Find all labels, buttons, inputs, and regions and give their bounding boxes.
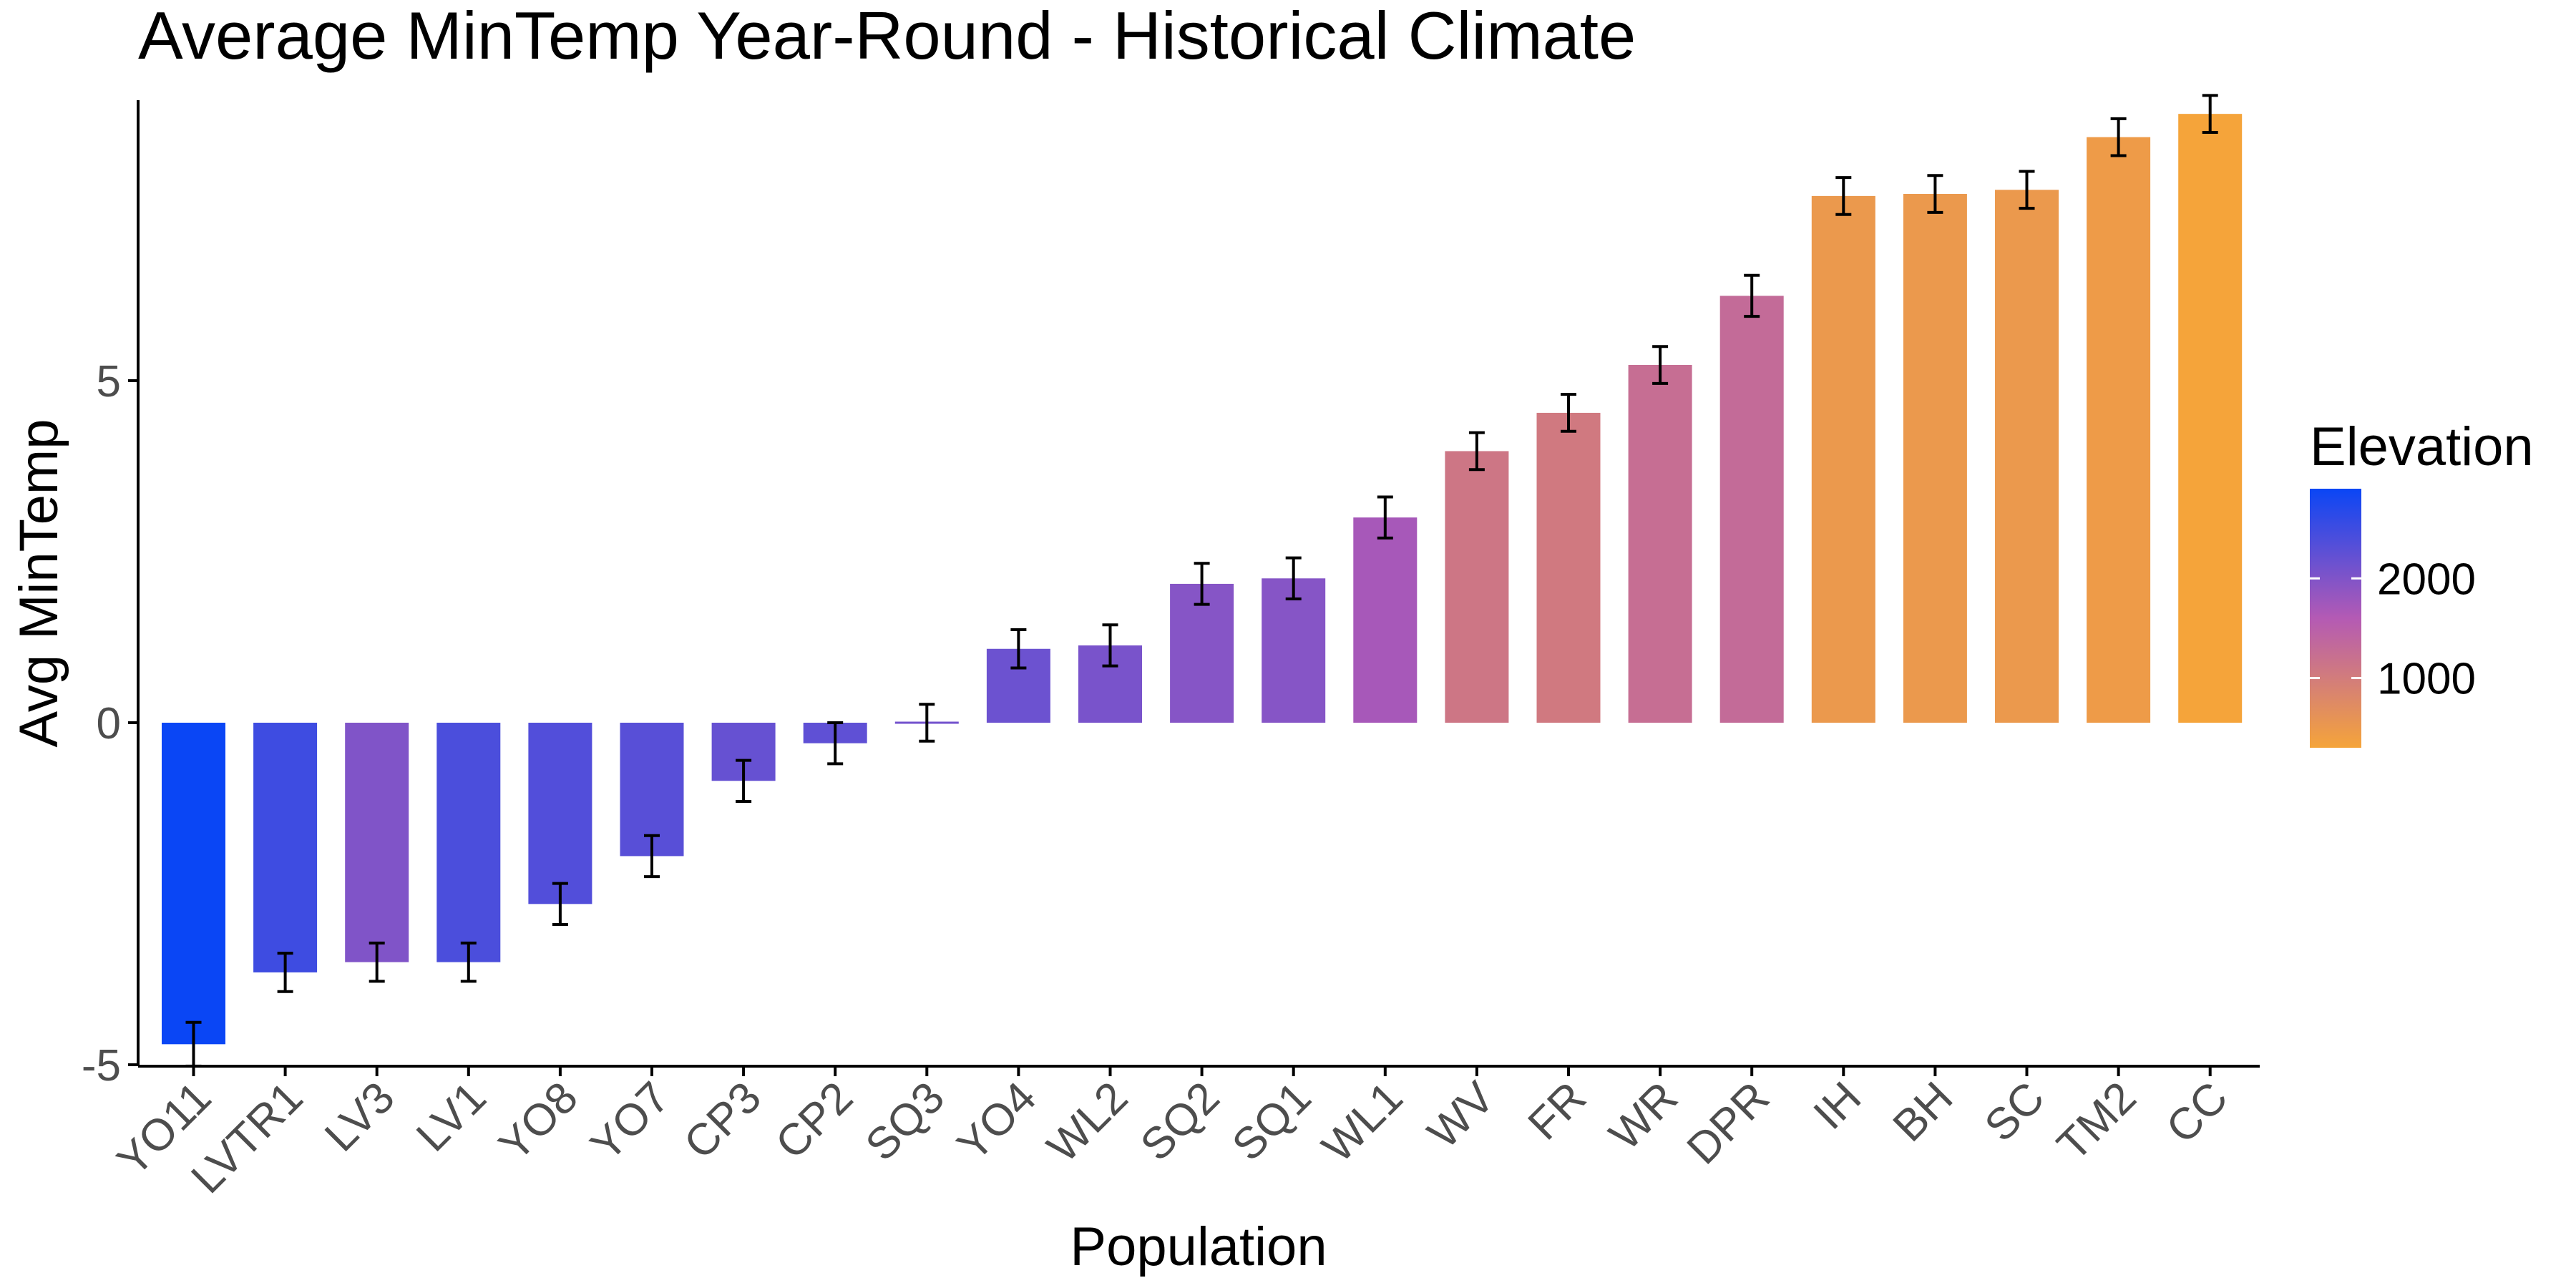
x-tick-label: WL1 (1313, 1073, 1413, 1172)
error-bar (1652, 345, 1669, 385)
legend-title: Elevation (2310, 416, 2534, 477)
bar (528, 723, 592, 904)
bar (1995, 190, 2059, 723)
x-tick-label: DPR (1678, 1073, 1779, 1174)
x-tick-label: LV1 (407, 1073, 496, 1161)
error-bars (185, 94, 2218, 1068)
x-tick-label: LV3 (316, 1073, 404, 1161)
bar (2178, 114, 2243, 723)
error-bar (1102, 623, 1118, 668)
x-tick-label: WV (1418, 1073, 1504, 1158)
error-bar (1561, 393, 1576, 433)
error-bar (1285, 556, 1302, 600)
x-tick-label: TM2 (2048, 1073, 2145, 1170)
bar (436, 723, 501, 962)
x-tick-label: YO8 (489, 1073, 587, 1171)
error-bar (460, 941, 477, 983)
bar (620, 723, 684, 857)
y-tick-label: 5 (97, 357, 121, 406)
x-tick-label: SQ3 (857, 1073, 955, 1171)
legend: Elevation 2000 1000 (2310, 416, 2534, 748)
error-bar (2019, 170, 2035, 210)
x-tick-label: IH (1805, 1073, 1871, 1139)
colorbar-tick-label: 2000 (2377, 555, 2476, 604)
error-bar (2110, 117, 2127, 157)
bar (2087, 137, 2151, 723)
colorbar-tick-label: 1000 (2377, 655, 2476, 704)
error-bar (1377, 495, 1393, 540)
bar (1811, 195, 1875, 723)
x-tick-label: SC (1976, 1073, 2054, 1151)
bar (1445, 451, 1509, 723)
error-bar (1468, 431, 1485, 472)
error-bar (919, 703, 935, 743)
bar (162, 723, 225, 1045)
bar (1262, 578, 1326, 723)
colorbar-ticks: 2000 1000 (2310, 555, 2476, 704)
x-tick-label: FR (1519, 1073, 1596, 1149)
error-bar (1835, 176, 1852, 216)
bar (1719, 296, 1784, 723)
x-axis-title: Population (1070, 1216, 1327, 1277)
error-bar (369, 941, 385, 983)
error-bar (552, 882, 568, 927)
bar (1353, 517, 1418, 723)
y-tick-label: -5 (82, 1041, 121, 1091)
bar (1170, 583, 1234, 723)
bar (1628, 365, 1692, 723)
error-bar (277, 952, 293, 993)
error-bar (736, 758, 752, 803)
y-tick-label: 0 (97, 699, 121, 748)
colorbar (2310, 489, 2361, 748)
x-tick-label: CP2 (766, 1073, 862, 1169)
error-bar (1194, 562, 1210, 606)
x-tick-label: WL2 (1038, 1073, 1137, 1172)
bar (1903, 194, 1967, 723)
bar (253, 723, 318, 972)
error-bar (827, 721, 844, 766)
y-axis-title: Avg MinTemp (9, 419, 69, 747)
x-tick-label: YO7 (581, 1073, 679, 1171)
x-tick-label: SQ1 (1223, 1073, 1321, 1171)
bar (1536, 412, 1601, 723)
x-tick-label: YO4 (948, 1073, 1046, 1171)
x-tick-label: CP3 (675, 1073, 771, 1169)
x-tick-label: CC (2157, 1073, 2237, 1153)
error-bar (1744, 273, 1760, 318)
x-tick-label: WR (1600, 1073, 1687, 1160)
bar (345, 723, 409, 962)
error-bar (2202, 94, 2218, 134)
error-bar (1010, 628, 1027, 670)
error-bar (1927, 174, 1943, 214)
chart-title: Average MinTemp Year-Round - Historical … (138, 0, 1636, 73)
y-ticks: -5 0 5 (82, 357, 138, 1091)
x-tick-label: BH (1884, 1073, 1963, 1151)
error-bar (644, 834, 660, 879)
x-tick-label: SQ2 (1131, 1073, 1229, 1171)
